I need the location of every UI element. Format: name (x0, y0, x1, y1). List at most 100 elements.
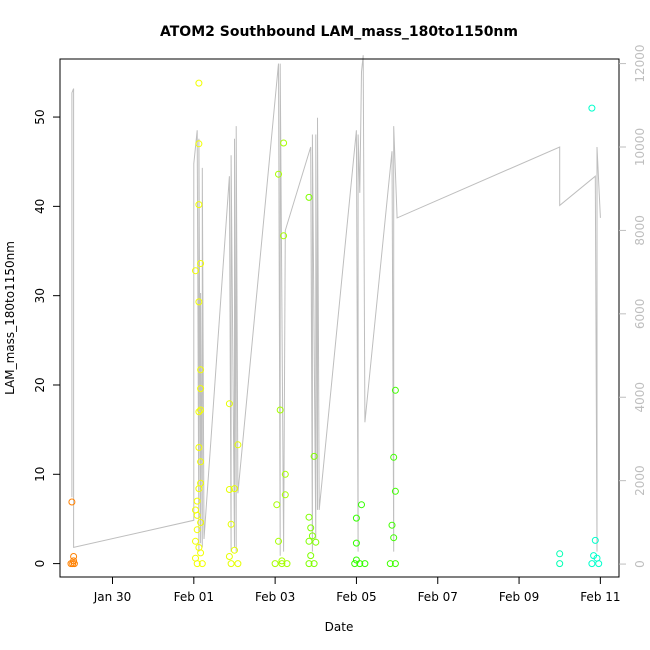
data-point (307, 552, 315, 560)
data-point (271, 560, 279, 568)
y2-tick-label: 4000 (633, 382, 647, 413)
data-point (70, 560, 78, 568)
y-tick-label: 30 (33, 288, 47, 303)
data-point (591, 536, 599, 544)
data-point (227, 520, 235, 528)
x-axis-label: Date (325, 620, 354, 634)
data-point (356, 560, 364, 568)
data-point (195, 408, 203, 416)
y-axis: 0 10 20 30 40 50 (33, 109, 60, 567)
x-tick-label: Jan 30 (93, 590, 132, 604)
data-point (276, 406, 284, 414)
data-point (273, 501, 281, 509)
data-point (193, 497, 201, 505)
right-axis-line-series (71, 55, 601, 556)
data-point (193, 526, 201, 534)
data-point (280, 139, 288, 147)
points-layer (67, 79, 603, 568)
x-tick-label: Feb 05 (336, 590, 376, 604)
data-point (386, 560, 394, 568)
data-point (68, 498, 76, 506)
data-point (308, 532, 316, 540)
data-point (281, 491, 289, 499)
data-point (556, 560, 564, 568)
data-point (197, 385, 205, 393)
data-point (388, 521, 396, 529)
data-point (310, 452, 318, 460)
data-point (588, 560, 596, 568)
data-point (281, 470, 289, 478)
data-point (352, 539, 360, 547)
y2-tick-label: 8000 (633, 215, 647, 246)
data-point (192, 267, 199, 275)
x-tick-label: Feb 11 (580, 590, 620, 604)
data-point (227, 560, 235, 568)
data-point (391, 560, 399, 568)
data-point (391, 487, 399, 495)
data-point (275, 170, 282, 178)
data-point (195, 140, 203, 148)
data-point (192, 537, 199, 545)
line-layer (71, 55, 601, 556)
data-point (197, 366, 205, 374)
data-point (197, 549, 205, 557)
data-point (358, 501, 365, 509)
data-point (193, 560, 201, 568)
data-point (588, 104, 596, 112)
data-point (225, 400, 233, 408)
data-point (307, 524, 315, 532)
y2-tick-label: 0 (633, 560, 647, 568)
data-point (234, 560, 242, 568)
data-point (231, 546, 238, 554)
data-point (305, 193, 313, 201)
y2-axis: 0 2000 4000 6000 8000 10000 12000 (619, 44, 647, 568)
data-point (225, 486, 233, 493)
data-point (390, 453, 398, 461)
data-point (278, 560, 286, 568)
data-point (361, 560, 369, 568)
y-tick-label: 40 (33, 199, 47, 214)
data-point (352, 514, 360, 522)
data-point (556, 550, 564, 558)
data-point (197, 406, 205, 414)
y2-tick-label: 12000 (633, 44, 647, 82)
data-point (234, 441, 242, 449)
data-point (312, 538, 320, 546)
data-point (197, 519, 205, 526)
data-point (305, 537, 313, 545)
data-point (225, 553, 233, 560)
data-point (195, 79, 203, 87)
data-point (195, 485, 203, 493)
y-tick-label: 20 (33, 377, 47, 392)
data-point (195, 201, 203, 209)
data-point (352, 556, 360, 564)
data-point (595, 560, 603, 568)
x-tick-label: Feb 09 (499, 590, 539, 604)
y-axis-label: LAM_mass_180to1150nm (3, 241, 17, 395)
y2-tick-label: 10000 (633, 128, 647, 166)
y2-tick-label: 2000 (633, 465, 647, 496)
data-point (193, 511, 201, 519)
data-point (198, 560, 206, 568)
data-point (195, 298, 203, 306)
data-point (351, 560, 359, 568)
data-point (305, 513, 313, 521)
x-tick-label: Feb 07 (418, 590, 458, 604)
data-point (231, 485, 238, 493)
chart-title: ATOM2 Southbound LAM_mass_180to1150nm (160, 24, 518, 40)
data-point (70, 553, 78, 560)
plot-frame (59, 58, 620, 578)
x-tick-label: Feb 01 (174, 590, 214, 604)
data-point (197, 260, 205, 267)
data-point (197, 458, 205, 466)
data-point (195, 444, 203, 451)
y-tick-label: 10 (33, 467, 47, 482)
data-point (305, 560, 313, 568)
data-point (310, 560, 318, 568)
y-tick-label: 0 (33, 560, 47, 568)
x-axis: Jan 30 Feb 01 Feb 03 Feb 05 Feb 07 Feb 09 Feb … (93, 577, 621, 604)
data-point (283, 560, 291, 568)
y-tick-label: 50 (33, 109, 47, 124)
data-point (280, 232, 288, 240)
